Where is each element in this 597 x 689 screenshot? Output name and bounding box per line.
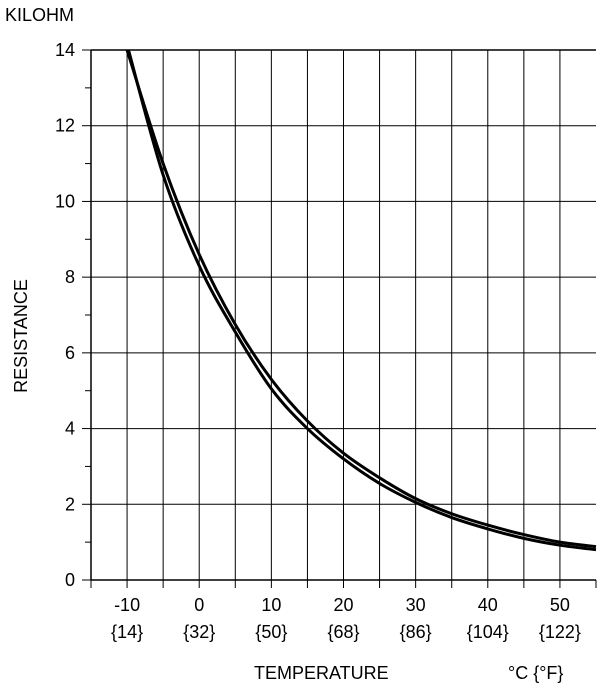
- x-tick-label-celsius: 30: [406, 595, 426, 615]
- y-tick-label: 6: [65, 343, 75, 363]
- y-tick-label: 4: [65, 419, 75, 439]
- x-tick-label-fahrenheit: {104}: [467, 622, 509, 642]
- major-gridlines: [91, 125, 596, 505]
- y-tick-label: 14: [55, 40, 75, 60]
- x-tick-label-fahrenheit: {14}: [111, 622, 143, 642]
- y-tick-label: 0: [65, 570, 75, 590]
- y-tick-label: 8: [65, 267, 75, 287]
- x-axis-title: TEMPERATURE: [254, 663, 389, 683]
- y-axis-title: RESISTANCE: [11, 279, 31, 393]
- x-tick-label-fahrenheit: {68}: [327, 622, 359, 642]
- x-tick-label-celsius: -10: [114, 595, 140, 615]
- x-tick-label-celsius: 50: [550, 595, 570, 615]
- axis-ticks: [82, 49, 597, 588]
- x-tick-label-celsius: 10: [261, 595, 281, 615]
- x-tick-label-celsius: 40: [478, 595, 498, 615]
- curve-line-1: [125, 49, 597, 549]
- y-tick-label: 10: [55, 191, 75, 211]
- curve-line-2: [127, 49, 597, 552]
- plot-frame: [90, 49, 596, 581]
- y-tick-label: 2: [65, 494, 75, 514]
- x-tick-label-fahrenheit: {122}: [539, 622, 581, 642]
- x-tick-label-celsius: 20: [333, 595, 353, 615]
- x-tick-label-fahrenheit: {86}: [400, 622, 432, 642]
- x-tick-labels: -10 {14} 0 {32} 10 {50} 20 {68} 30 {86} 40 {104} 50 {…: [111, 595, 581, 642]
- y-unit-label: KILOHM: [5, 5, 74, 25]
- x-tick-label-celsius: 0: [194, 595, 204, 615]
- x-tick-label-fahrenheit: {50}: [255, 622, 287, 642]
- data-series: [125, 49, 597, 552]
- y-tick-label: 12: [55, 116, 75, 136]
- minor-gridlines: [126, 50, 561, 580]
- x-unit-label: °C {°F}: [508, 663, 563, 683]
- x-tick-label-fahrenheit: {32}: [183, 622, 215, 642]
- y-tick-labels: 0 2 4 6 8 10 12 14: [55, 40, 75, 590]
